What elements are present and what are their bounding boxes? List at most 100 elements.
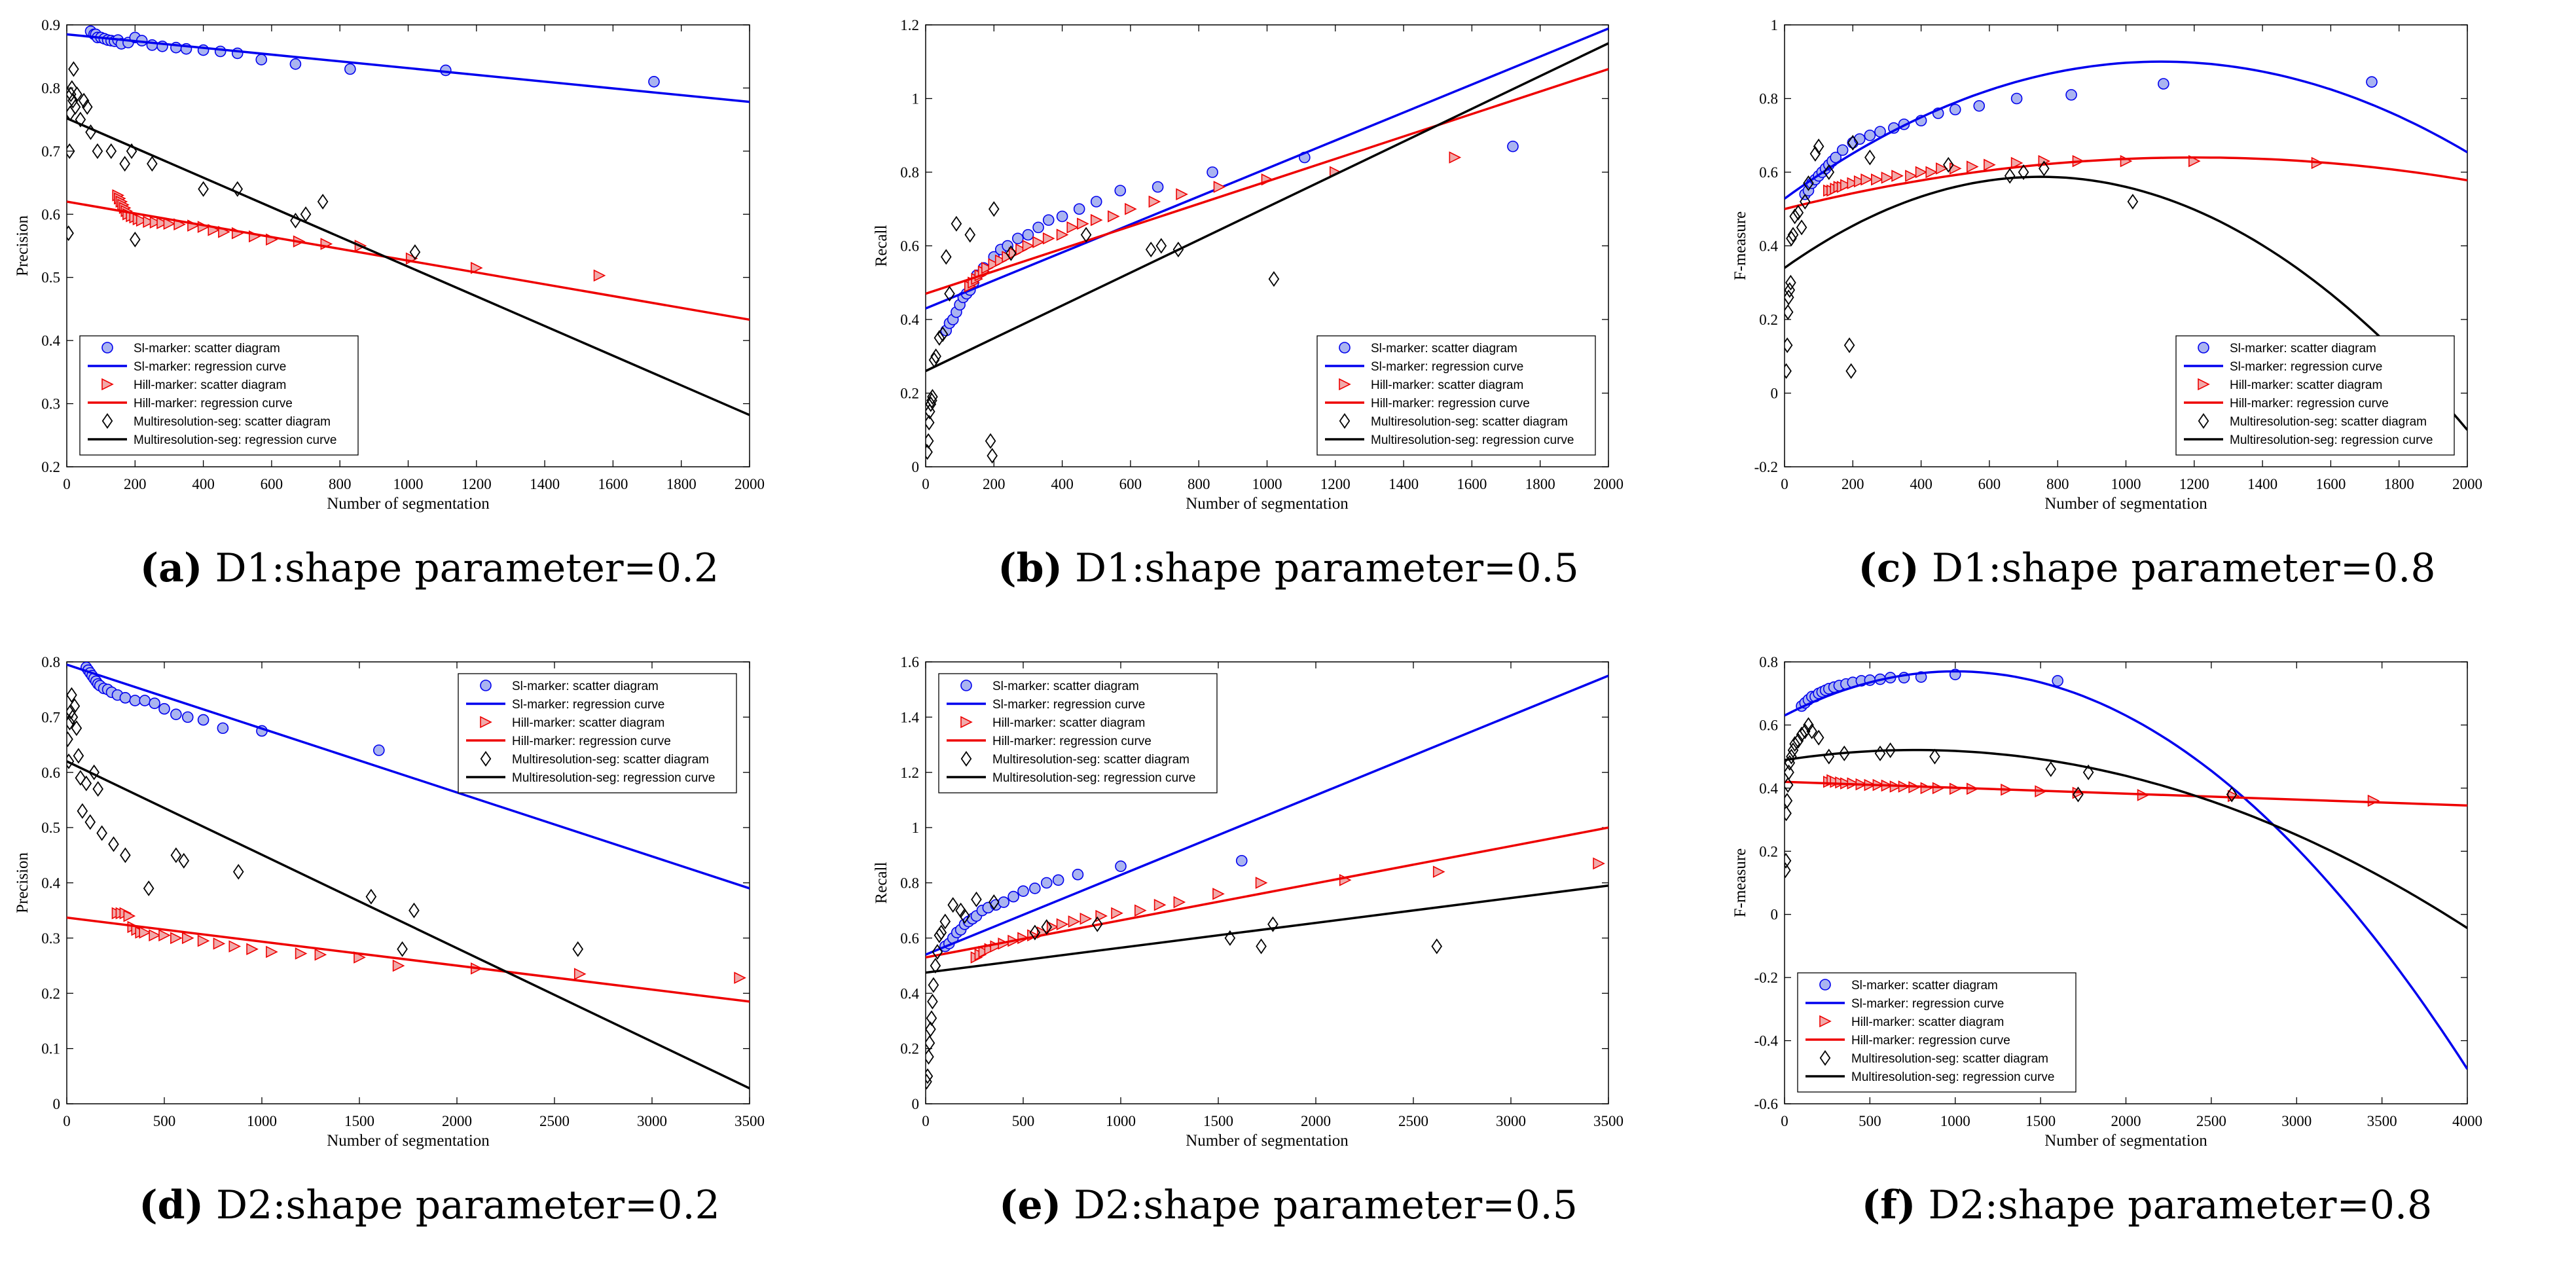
multi-scatter-point — [1785, 274, 1796, 291]
y-tick-label: 0.4 — [1759, 238, 1778, 255]
sl-scatter-point — [1022, 228, 1034, 241]
multi-scatter-point — [2073, 786, 2084, 803]
multi-scatter-point — [971, 891, 982, 907]
sl-scatter-point — [170, 708, 182, 720]
caption-text: D1:shape parameter=0.2 — [215, 545, 719, 591]
hill-scatter-point — [1077, 217, 1089, 230]
caption-letter: (b) — [998, 545, 1062, 591]
multi-scatter-point — [130, 231, 141, 247]
multi-scatter-point — [926, 1021, 936, 1038]
multi-scatter-point — [1813, 138, 1824, 155]
multi-scatter-point — [1224, 930, 1236, 946]
x-tick-label: 1200 — [2179, 476, 2209, 492]
multi-scatter-point — [75, 770, 86, 786]
sl-scatter-point — [1073, 203, 1085, 215]
hill-scatter-point — [2010, 156, 2023, 170]
multi-scatter-point — [67, 687, 77, 703]
multi-scatter-point — [940, 249, 952, 265]
y-tick-label: 0.8 — [1759, 91, 1778, 107]
multi-scatter-point — [1080, 227, 1092, 243]
y-tick-label: 0.2 — [900, 386, 919, 402]
y-tick-label: 1 — [912, 820, 920, 836]
hill-scatter-point — [1153, 898, 1167, 911]
hill-scatter-point — [1967, 160, 1979, 173]
multi-scatter-point — [1796, 726, 1807, 742]
multi-scatter-point — [108, 836, 119, 852]
x-tick-label: 1600 — [2315, 476, 2346, 492]
multi-scatter-point — [1041, 919, 1053, 935]
multi-scatter-point — [1267, 916, 1279, 932]
legend-label: Multiresolution-seg: scatter diagram — [992, 753, 1189, 767]
x-tick-label: 1600 — [598, 476, 628, 492]
sl-scatter-point — [139, 695, 151, 706]
multi-scatter-point — [951, 215, 962, 232]
panel-f: 0 500 1000 1500 2000 2500 3000 3500 4000 -0.6 -0.4… — [1718, 637, 2576, 1274]
legend-sl-marker — [1339, 342, 1351, 354]
multi-scatter-point — [1792, 204, 1804, 221]
caption-b: (b) D1:shape parameter=0.5 — [859, 545, 1718, 591]
multi-scatter-point — [69, 99, 81, 115]
hill-scatter-point — [314, 948, 327, 961]
caption-text: D2:shape parameter=0.2 — [216, 1182, 720, 1228]
hill-scatter-point — [139, 926, 151, 939]
y-tick-label: -0.6 — [1754, 1096, 1778, 1112]
x-tick-label: 1600 — [1457, 476, 1487, 492]
y-tick-label: 0.8 — [41, 654, 60, 670]
hill-scatter-point — [1066, 221, 1079, 234]
hill-scatter-point — [1173, 896, 1186, 909]
x-tick-label: 2000 — [2452, 476, 2482, 492]
multi-scatter-point — [92, 143, 103, 159]
multi-scatter-point — [964, 227, 976, 243]
sl-regression-curve — [1785, 670, 2467, 1070]
multi-scatter-point — [81, 99, 93, 115]
multi-scatter-point — [1786, 748, 1797, 765]
y-tick-label: 0.2 — [41, 985, 60, 1002]
legend: Sl-marker: scatter diagram Sl-marker: reg… — [458, 673, 737, 793]
y-tick-label: 1.2 — [900, 765, 919, 781]
caption-letter: (e) — [999, 1182, 1062, 1228]
sl-scatter-point — [2052, 675, 2064, 687]
multi-scatter-point — [1789, 208, 1800, 225]
multi-scatter-point — [71, 720, 82, 737]
multi-scatter-point — [989, 894, 1000, 911]
y-tick-label: -0.2 — [1754, 459, 1778, 475]
hill-scatter-point — [470, 261, 483, 274]
x-tick-label: 1000 — [393, 476, 424, 492]
x-tick-label: 1000 — [1940, 1113, 1970, 1129]
sl-scatter-point — [158, 702, 170, 715]
hill-scatter-point — [1925, 166, 1938, 179]
multi-scatter-point — [935, 924, 947, 941]
x-tick-label: 3500 — [1593, 1113, 1624, 1129]
multi-scatter-point — [1155, 238, 1167, 254]
sl-scatter-point — [998, 896, 1009, 908]
multi-scatter-point — [987, 448, 998, 464]
y-tick-label: 0.9 — [41, 17, 60, 33]
multi-scatter-point — [930, 348, 941, 365]
sl-scatter-point — [2065, 89, 2077, 101]
multi-regression-line — [67, 760, 750, 1089]
x-tick-label: 800 — [329, 476, 352, 492]
sl-scatter-point — [1042, 214, 1055, 226]
multi-scatter-point — [928, 977, 939, 993]
hill-scatter-point — [213, 937, 226, 950]
multi-scatter-point — [1845, 363, 1857, 379]
x-tick-label: 3500 — [2367, 1113, 2397, 1129]
legend-label: Hill-marker: scatter diagram — [2230, 378, 2382, 392]
y-tick-label: 0.8 — [1759, 654, 1778, 670]
caption-letter: (d) — [139, 1182, 204, 1228]
caption-f: (f) D2:shape parameter=0.8 — [1718, 1182, 2576, 1228]
legend-label: Sl-marker: scatter diagram — [1371, 342, 1517, 355]
multi-scatter-point — [1787, 227, 1799, 243]
legend-label: Sl-marker: regression curve — [1371, 360, 1523, 374]
y-tick-label: 1 — [912, 91, 920, 107]
chart-c: 0 200 400 600 800 1000 1200 1400 1600 1800 2000 -0.… — [1732, 17, 2482, 513]
hill-scatter-point — [734, 972, 746, 984]
hill-scatter-point — [1213, 181, 1226, 193]
hill-scatter-point — [1840, 179, 1853, 191]
x-tick-label: 2500 — [1398, 1113, 1428, 1129]
caption-a: (a) D1:shape parameter=0.2 — [0, 545, 859, 591]
hill-regression-line — [1785, 780, 2467, 807]
multi-scatter-point — [1785, 777, 1794, 793]
x-tick-label: 200 — [1841, 476, 1864, 492]
multi-scatter-point — [77, 803, 88, 819]
